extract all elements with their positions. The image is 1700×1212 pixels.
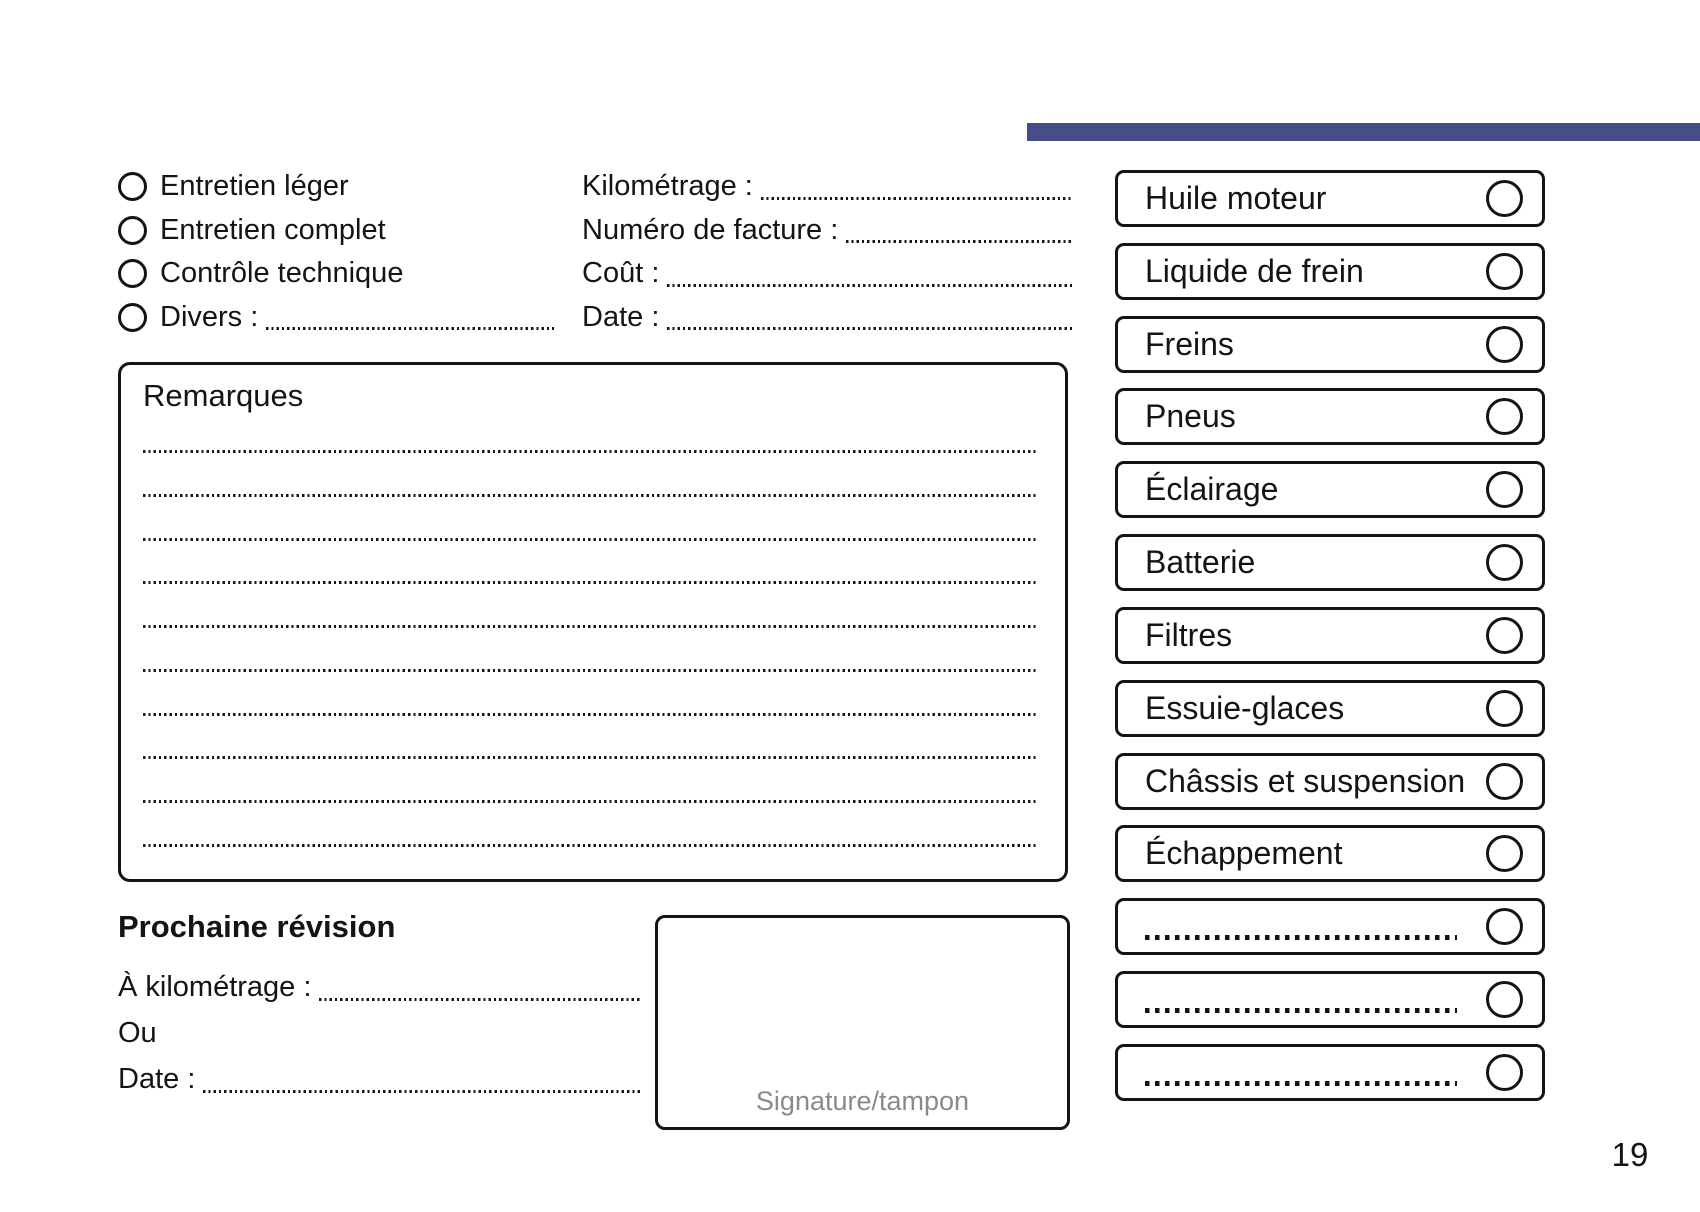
field-label: Date : xyxy=(118,1062,196,1095)
service-type-options: Entretien léger Entretien complet Contrô… xyxy=(118,165,554,339)
field-label: Kilométrage : xyxy=(582,170,753,203)
next-service-field-row: Ou xyxy=(118,1010,640,1056)
fill-in-dotted-line xyxy=(846,240,1072,243)
checklist-item xyxy=(1115,1043,1545,1101)
check-circle-icon xyxy=(1486,835,1523,873)
radio-circle-icon xyxy=(118,172,147,202)
check-circle-icon xyxy=(1486,616,1523,654)
service-type-option-row: Contrôle technique xyxy=(118,252,554,296)
invoice-fields: Kilométrage : Numéro de facture : Coût :… xyxy=(582,165,1072,339)
dotted-line xyxy=(143,625,1037,629)
checklist-item-label: Filtres xyxy=(1145,616,1233,653)
checklist-item: Huile moteur xyxy=(1115,170,1545,227)
checklist-item xyxy=(1115,898,1545,956)
service-type-option-row: Entretien complet xyxy=(118,209,554,253)
dotted-line xyxy=(143,800,1037,804)
checklist-item-label: Essuie-glaces xyxy=(1145,689,1345,726)
check-circle-icon xyxy=(1486,908,1523,946)
checklist-item-label: Liquide de frein xyxy=(1145,252,1364,289)
fill-in-dotted-line xyxy=(667,283,1072,287)
fill-in-dotted-line xyxy=(266,327,554,330)
check-circle-icon xyxy=(1486,398,1523,436)
dotted-line xyxy=(143,712,1037,716)
checklist-item: Essuie-glaces xyxy=(1115,679,1545,737)
checklist-item xyxy=(1115,971,1545,1029)
option-label: Entretien léger xyxy=(160,170,349,203)
checklist-item: Échappement xyxy=(1115,825,1545,883)
checklist-item-label: Châssis et suspension xyxy=(1145,762,1466,799)
checklist-item: Pneus xyxy=(1115,388,1545,446)
checklist-item-label: Éclairage xyxy=(1145,471,1279,508)
checklist-item-label: Pneus xyxy=(1145,398,1236,435)
field-label: Ou xyxy=(118,1016,157,1049)
fill-in-dotted-line xyxy=(667,327,1072,330)
next-service-field-row: À kilométrage : xyxy=(118,964,640,1010)
header-accent-bar xyxy=(1027,123,1700,141)
check-circle-icon xyxy=(1486,471,1523,509)
dotted-line xyxy=(143,581,1037,585)
next-service-field-row: Date : xyxy=(118,1056,640,1102)
check-circle-icon xyxy=(1486,544,1523,582)
field-label: Date : xyxy=(582,300,660,333)
dotted-line xyxy=(143,450,1037,453)
inspection-checklist: Huile moteur Liquide de frein Freins Pne… xyxy=(1115,170,1545,1101)
option-label: Divers : xyxy=(160,300,259,333)
invoice-field-row: Kilométrage : xyxy=(582,165,1072,209)
checklist-item: Liquide de frein xyxy=(1115,242,1545,300)
fill-in-dotted-line xyxy=(203,1090,640,1093)
remarks-box: Remarques xyxy=(118,362,1068,882)
field-label: Coût : xyxy=(582,257,660,290)
dotted-line xyxy=(143,537,1037,541)
fill-in-dotted-line xyxy=(1145,1008,1457,1014)
field-label: Numéro de facture : xyxy=(582,213,839,246)
remarks-write-area xyxy=(143,450,1037,847)
checklist-item-label: Batterie xyxy=(1145,544,1256,581)
page-number: 19 xyxy=(1611,1136,1649,1173)
checklist-item-label: Huile moteur xyxy=(1145,180,1327,216)
checklist-item: Châssis et suspension xyxy=(1115,752,1545,810)
checklist-item: Batterie xyxy=(1115,534,1545,592)
checklist-item-label: Freins xyxy=(1145,325,1234,362)
invoice-field-row: Date : xyxy=(582,296,1072,340)
checklist-item: Éclairage xyxy=(1115,461,1545,519)
fill-in-dotted-line xyxy=(1145,935,1457,941)
checklist-item-label: Échappement xyxy=(1145,835,1343,872)
dotted-line xyxy=(143,668,1037,672)
dotted-line xyxy=(143,756,1037,760)
fill-in-dotted-line xyxy=(1145,1080,1457,1086)
checklist-item: Filtres xyxy=(1115,606,1545,664)
checklist-item: Freins xyxy=(1115,315,1545,373)
check-circle-icon xyxy=(1486,689,1523,727)
remarks-title: Remarques xyxy=(143,378,304,413)
check-circle-icon xyxy=(1486,325,1523,363)
fill-in-dotted-line xyxy=(760,196,1072,200)
invoice-field-row: Numéro de facture : xyxy=(582,209,1072,253)
next-service-fields: À kilométrage : Ou Date : xyxy=(118,964,640,1102)
signature-label: Signature/tampon xyxy=(755,1086,970,1116)
radio-circle-icon xyxy=(118,259,147,289)
check-circle-icon xyxy=(1486,981,1523,1019)
next-service-section: Prochaine révision À kilométrage : Ou Da… xyxy=(118,908,640,1102)
option-label: Contrôle technique xyxy=(160,257,404,290)
invoice-field-row: Coût : xyxy=(582,252,1072,296)
option-label: Entretien complet xyxy=(160,213,386,246)
fill-in-dotted-line xyxy=(319,998,640,1001)
dotted-line xyxy=(143,493,1037,497)
service-type-option-row: Divers : xyxy=(118,296,554,340)
check-circle-icon xyxy=(1486,762,1523,800)
check-circle-icon xyxy=(1486,1053,1523,1091)
radio-circle-icon xyxy=(118,215,147,245)
field-label: À kilométrage : xyxy=(118,970,312,1003)
check-circle-icon xyxy=(1486,252,1523,290)
check-circle-icon xyxy=(1486,180,1523,217)
signature-box: Signature/tampon xyxy=(655,915,1070,1130)
service-type-option-row: Entretien léger xyxy=(118,165,554,209)
next-service-title: Prochaine révision xyxy=(118,909,396,944)
radio-circle-icon xyxy=(118,302,147,332)
dotted-line xyxy=(143,843,1037,847)
